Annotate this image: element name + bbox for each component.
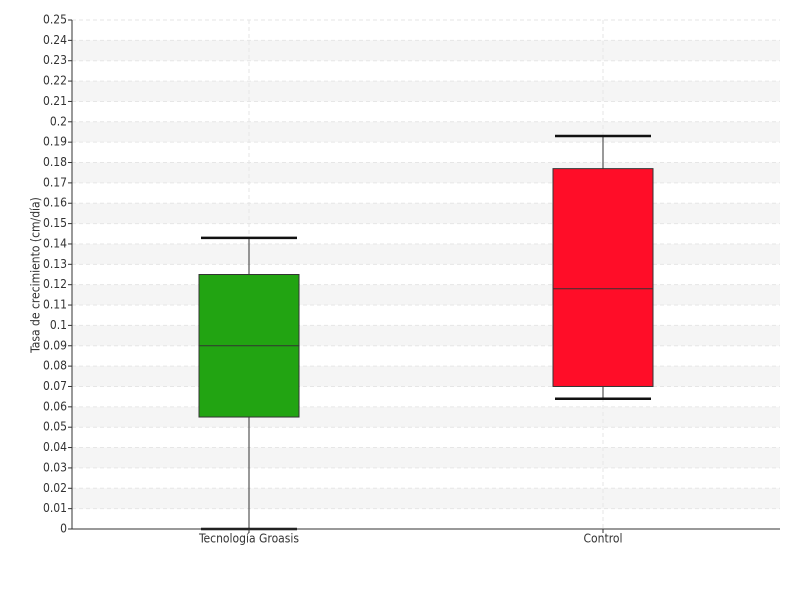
y-tick-label: 0.02 xyxy=(43,481,67,495)
box xyxy=(552,168,654,387)
y-tick-label: 0.01 xyxy=(43,501,67,515)
y-tick-label: 0.17 xyxy=(43,175,67,189)
y-tick-label: 0.2 xyxy=(50,114,67,128)
grid-band xyxy=(72,40,780,61)
y-tick-label: 0.03 xyxy=(43,460,67,474)
y-tick-label: 0.06 xyxy=(43,399,67,413)
grid-band xyxy=(72,243,780,265)
y-tick-label: 0.04 xyxy=(43,440,67,454)
y-tick-label: 0.05 xyxy=(43,420,67,434)
y-tick-label: 0.23 xyxy=(43,53,67,67)
y-tick-label: 0.15 xyxy=(43,216,67,230)
y-tick-label: 0.16 xyxy=(43,196,67,210)
grid-band xyxy=(72,121,780,143)
y-tick-label: 0 xyxy=(60,522,67,536)
y-tick-label: 0.25 xyxy=(43,13,67,27)
y-tick-label: 0.1 xyxy=(50,318,67,332)
grid-band xyxy=(72,203,780,224)
y-tick-label: 0.11 xyxy=(43,298,67,312)
x-tick-label: Control xyxy=(584,532,623,546)
y-tick-label: 0.24 xyxy=(43,33,67,47)
grid-band xyxy=(72,284,780,306)
grid-band xyxy=(72,325,780,346)
grid-band xyxy=(72,447,780,468)
y-tick-label: 0.19 xyxy=(43,135,67,149)
y-tick-label: 0.18 xyxy=(43,155,67,169)
y-axis-label: Tasa de crecimiento (cm/día) xyxy=(29,197,43,354)
y-tick-label: 0.09 xyxy=(43,338,67,352)
grid-band xyxy=(72,81,780,102)
grid-band xyxy=(72,366,780,387)
grid-band xyxy=(72,162,780,183)
y-tick-label: 0.21 xyxy=(43,94,67,108)
y-tick-label: 0.14 xyxy=(43,236,67,250)
y-tick-label: 0.08 xyxy=(43,359,67,373)
x-tick-label: Tecnología Groasis xyxy=(198,532,299,546)
y-tick-label: 0.12 xyxy=(43,277,67,291)
y-tick-label: 0.07 xyxy=(43,379,67,393)
grid-band xyxy=(72,488,780,509)
y-tick-label: 0.13 xyxy=(43,257,67,271)
y-tick-label: 0.22 xyxy=(43,74,67,88)
grid-band xyxy=(72,406,780,428)
